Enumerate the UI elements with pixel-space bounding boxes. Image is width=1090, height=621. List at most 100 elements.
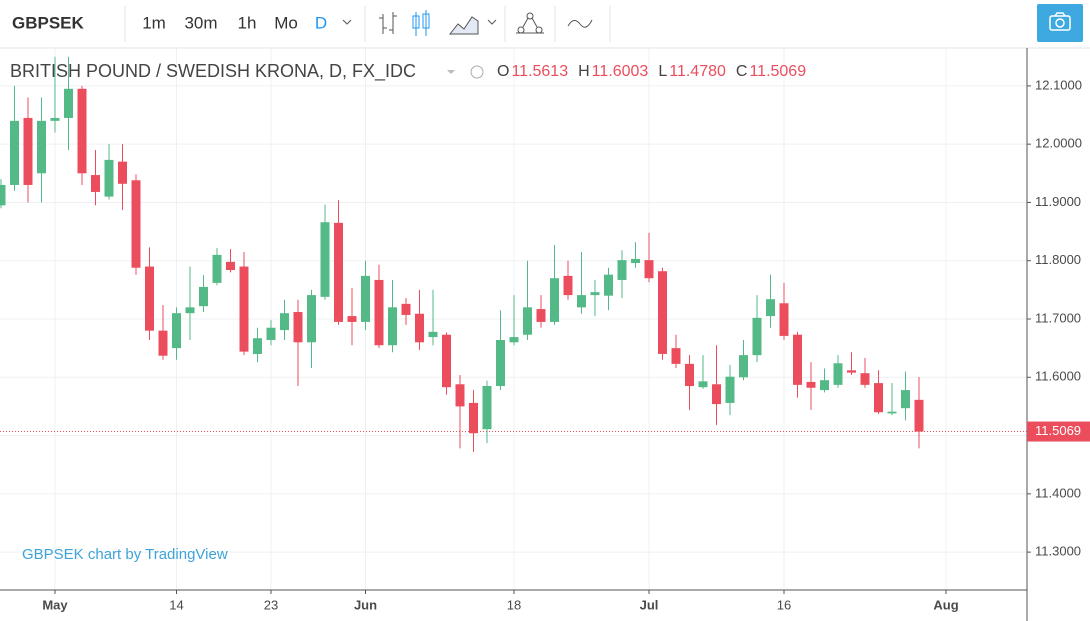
candle-body <box>145 266 154 331</box>
x-tick-label: 23 <box>264 597 278 612</box>
candle-body <box>590 292 600 296</box>
candle-body <box>239 266 249 352</box>
x-tick-label: 14 <box>169 597 183 612</box>
symbol[interactable]: GBPSEK <box>12 13 85 32</box>
interval-button[interactable]: D <box>315 13 327 32</box>
candle-body <box>833 363 843 385</box>
candle-body <box>455 384 465 407</box>
area-style-icon[interactable] <box>448 16 479 35</box>
x-tick-label: Jul <box>640 597 659 612</box>
candle-body <box>550 278 559 322</box>
bar-style-icon[interactable] <box>379 12 397 34</box>
candle-body <box>10 120 19 185</box>
candle-body <box>806 381 816 388</box>
interval-button[interactable]: 1m <box>142 13 166 32</box>
candle-body <box>307 295 316 343</box>
candle-body <box>415 313 424 343</box>
candle-body <box>347 316 357 322</box>
ohlc-letter: H <box>578 63 590 80</box>
interval-button[interactable]: 1h <box>238 13 257 32</box>
candle-body <box>374 279 384 346</box>
candle-body <box>388 307 397 346</box>
candle-body <box>158 330 168 356</box>
candle-body <box>428 331 438 338</box>
candle-body <box>0 184 6 206</box>
ohlc-letter: L <box>658 63 667 80</box>
indicators-icon[interactable] <box>567 19 593 28</box>
candle-body <box>172 313 181 349</box>
candle-body <box>698 381 708 388</box>
candle-body <box>901 390 910 409</box>
toolbar-bg <box>0 0 1090 48</box>
chevron <box>447 70 455 74</box>
y-tick-label: 11.9000 <box>1035 194 1081 209</box>
candle-body <box>91 175 100 192</box>
candle-body <box>739 355 748 378</box>
y-tick-label: 11.6000 <box>1035 369 1081 384</box>
x-tick-label: Jun <box>354 597 377 612</box>
interval-button[interactable]: 30m <box>184 13 217 32</box>
last-price-label: 11.5069 <box>1035 423 1081 438</box>
candle-body <box>226 261 235 271</box>
candle-body <box>131 180 141 268</box>
candle-style-icon[interactable] <box>412 10 430 36</box>
chevron[interactable] <box>487 19 497 25</box>
candle-body <box>671 348 681 364</box>
x-tick-label: Aug <box>933 597 958 612</box>
y-tick-label: 11.4000 <box>1035 485 1081 500</box>
candle-body <box>37 120 46 174</box>
candle-body <box>293 312 303 343</box>
visibility-icon <box>470 65 484 79</box>
candle-body <box>361 275 370 322</box>
candles <box>0 56 1027 452</box>
candle-body <box>104 159 114 197</box>
candle-body <box>280 313 289 331</box>
x-tick-label: 18 <box>507 597 521 612</box>
compare-icon[interactable] <box>516 12 544 34</box>
y-tick-label: 12.0000 <box>1035 136 1082 151</box>
candle-body <box>482 386 492 430</box>
ohlc-value: 11.5613 <box>511 63 568 80</box>
candle-body <box>536 309 546 322</box>
y-tick-label: 12.1000 <box>1035 77 1082 92</box>
candle-body <box>469 402 478 434</box>
candle-body <box>874 383 883 413</box>
candle-body <box>577 295 586 308</box>
candle-body <box>631 258 640 264</box>
candle-body <box>199 286 208 307</box>
candle-body <box>914 399 924 432</box>
camera-icon <box>1049 12 1071 31</box>
candle-body <box>820 380 829 391</box>
candle-body <box>50 117 60 121</box>
candle-body <box>185 307 195 314</box>
candle-body <box>212 254 222 283</box>
candle-body <box>685 363 694 387</box>
candle-body <box>118 161 127 184</box>
candle-body <box>563 275 573 296</box>
interval-button[interactable]: Mo <box>274 13 298 32</box>
ohlc-value: 11.5069 <box>749 63 806 80</box>
candle-body <box>725 376 735 403</box>
candle-body <box>77 88 87 174</box>
candle-body <box>266 327 276 340</box>
candle-body <box>766 299 775 317</box>
candle-body <box>334 222 343 322</box>
y-tick-label: 11.8000 <box>1035 252 1081 267</box>
candle-body <box>320 222 330 297</box>
x-tick-label: 16 <box>777 597 791 612</box>
ohlc-letter: C <box>736 63 748 80</box>
candle-body <box>752 317 762 356</box>
candle-body <box>604 274 613 296</box>
chevron[interactable] <box>342 19 352 25</box>
last-price-box <box>1027 421 1090 442</box>
candle-body <box>658 271 667 354</box>
candle-body <box>793 334 802 385</box>
snapshot-button[interactable] <box>1037 4 1083 42</box>
candle-body <box>509 337 519 343</box>
candle-body <box>860 373 870 385</box>
candle-body <box>401 303 411 315</box>
ohlc-value: 11.4780 <box>669 63 726 80</box>
candle-body <box>847 370 856 373</box>
candle-body <box>23 117 33 185</box>
